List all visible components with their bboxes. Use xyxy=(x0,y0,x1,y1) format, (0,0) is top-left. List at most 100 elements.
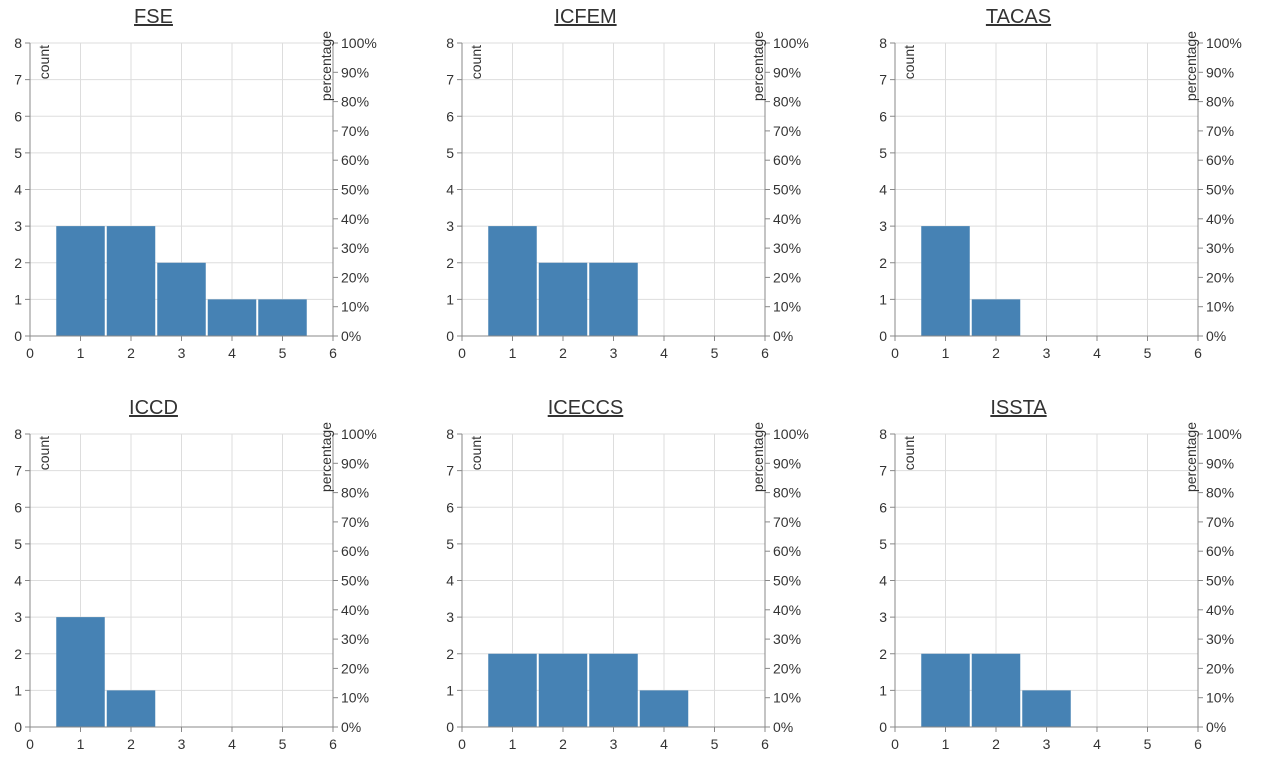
y-tick-label: 0 xyxy=(879,328,887,344)
x-tick-label: 6 xyxy=(329,345,337,361)
y-tick-label: 4 xyxy=(879,182,887,198)
x-tick-label: 5 xyxy=(711,345,719,361)
y2-tick-label: 90% xyxy=(1206,64,1234,80)
x-tick-label: 4 xyxy=(1093,345,1101,361)
y-tick-label: 4 xyxy=(879,573,887,589)
chart-panel-icfem: ICFEM0123456780%10%20%30%40%50%60%70%80%… xyxy=(446,6,809,361)
x-tick-label: 5 xyxy=(279,345,287,361)
y2-tick-label: 0% xyxy=(1206,719,1226,735)
y-tick-label: 1 xyxy=(446,291,454,307)
chart-title: ICFEM xyxy=(554,6,616,28)
y2-tick-label: 70% xyxy=(1206,123,1234,139)
y2-tick-label: 50% xyxy=(773,182,801,198)
y-tick-label: 8 xyxy=(879,35,887,51)
y2-tick-label: 0% xyxy=(341,328,361,344)
y2-tick-label: 100% xyxy=(773,426,809,442)
y-tick-label: 3 xyxy=(14,218,22,234)
x-tick-label: 2 xyxy=(127,736,135,752)
y2-tick-label: 60% xyxy=(773,152,801,168)
y2-tick-label: 20% xyxy=(341,660,369,676)
bar xyxy=(258,299,307,336)
x-tick-label: 1 xyxy=(77,345,85,361)
x-tick-label: 3 xyxy=(1043,736,1051,752)
x-tick-label: 0 xyxy=(26,736,34,752)
y-tick-label: 6 xyxy=(14,108,22,124)
bar xyxy=(971,653,1021,727)
y2-tick-label: 30% xyxy=(341,631,369,647)
y-tick-label: 7 xyxy=(879,72,887,88)
y2-tick-label: 70% xyxy=(773,514,801,530)
bar xyxy=(488,653,537,727)
y2-tick-label: 80% xyxy=(773,485,801,501)
y2-tick-label: 0% xyxy=(1206,328,1226,344)
bar xyxy=(538,653,588,727)
y-tick-label: 0 xyxy=(446,719,454,735)
y2-tick-label: 70% xyxy=(1206,514,1234,530)
x-tick-label: 2 xyxy=(127,345,135,361)
y-tick-label: 1 xyxy=(446,682,454,698)
y2-tick-label: 90% xyxy=(1206,455,1234,471)
y2-tick-label: 10% xyxy=(773,299,801,315)
bar xyxy=(589,262,638,336)
y2-tick-label: 20% xyxy=(1206,269,1234,285)
y-tick-label: 6 xyxy=(879,108,887,124)
y-tick-label: 5 xyxy=(879,536,887,552)
bar xyxy=(56,226,105,336)
y-tick-label: 8 xyxy=(446,35,454,51)
bar xyxy=(921,653,970,727)
bar xyxy=(639,690,689,727)
y-axis-title: count xyxy=(36,436,52,470)
y2-tick-label: 80% xyxy=(341,94,369,110)
y-tick-label: 5 xyxy=(446,145,454,161)
y2-tick-label: 100% xyxy=(773,35,809,51)
y2-tick-label: 60% xyxy=(341,152,369,168)
y-tick-label: 2 xyxy=(14,255,22,271)
y2-axis-title: percentage xyxy=(318,31,334,101)
y2-tick-label: 60% xyxy=(773,543,801,559)
bar xyxy=(106,226,156,336)
y2-tick-label: 30% xyxy=(773,240,801,256)
x-tick-label: 3 xyxy=(1043,345,1051,361)
y-tick-label: 3 xyxy=(446,218,454,234)
y-tick-label: 8 xyxy=(14,35,22,51)
y-tick-label: 0 xyxy=(879,719,887,735)
x-tick-label: 4 xyxy=(228,345,236,361)
x-tick-label: 0 xyxy=(458,736,466,752)
y2-tick-label: 30% xyxy=(341,240,369,256)
y2-tick-label: 80% xyxy=(1206,485,1234,501)
y-tick-label: 4 xyxy=(446,182,454,198)
x-tick-label: 0 xyxy=(458,345,466,361)
y-tick-label: 0 xyxy=(14,328,22,344)
chart-title: TACAS xyxy=(986,6,1051,28)
x-tick-label: 1 xyxy=(509,736,517,752)
x-tick-label: 5 xyxy=(1144,345,1152,361)
y2-tick-label: 90% xyxy=(341,64,369,80)
y2-tick-label: 30% xyxy=(773,631,801,647)
x-tick-label: 3 xyxy=(610,345,618,361)
y2-tick-label: 20% xyxy=(341,269,369,285)
x-tick-label: 0 xyxy=(26,345,34,361)
y2-tick-label: 90% xyxy=(773,64,801,80)
y2-tick-label: 30% xyxy=(1206,240,1234,256)
chart-panel-issta: ISSTA0123456780%10%20%30%40%50%60%70%80%… xyxy=(879,397,1242,752)
y2-tick-label: 80% xyxy=(341,485,369,501)
y-tick-label: 5 xyxy=(446,536,454,552)
x-tick-label: 6 xyxy=(761,736,769,752)
y-axis-title: count xyxy=(36,45,52,79)
bar xyxy=(106,690,156,727)
y2-tick-label: 40% xyxy=(773,602,801,618)
y2-tick-label: 50% xyxy=(1206,573,1234,589)
x-tick-label: 1 xyxy=(77,736,85,752)
y-tick-label: 6 xyxy=(879,499,887,515)
y2-tick-label: 80% xyxy=(773,94,801,110)
bar xyxy=(1022,690,1071,727)
y2-tick-label: 100% xyxy=(341,35,377,51)
y-tick-label: 5 xyxy=(14,145,22,161)
chart-panel-iceccs: ICECCS0123456780%10%20%30%40%50%60%70%80… xyxy=(446,397,809,752)
y-tick-label: 2 xyxy=(446,255,454,271)
y2-tick-label: 70% xyxy=(773,123,801,139)
y2-tick-label: 10% xyxy=(1206,690,1234,706)
x-tick-label: 5 xyxy=(711,736,719,752)
y-tick-label: 1 xyxy=(879,291,887,307)
x-tick-label: 3 xyxy=(610,736,618,752)
